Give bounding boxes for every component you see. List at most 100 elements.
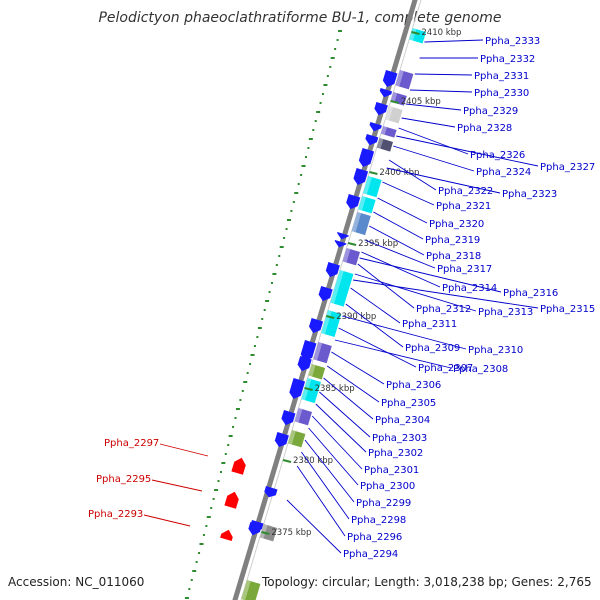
kbp-tick-label: 2385 kbp [315,384,355,394]
feature-block [308,364,326,380]
gene-label[interactable]: Ppha_2324 [476,167,531,178]
genome-backbone [232,0,422,600]
gene-label[interactable]: Ppha_2299 [356,498,411,509]
label-leader [151,479,203,492]
label-leader [388,159,437,191]
label-leader [350,287,401,324]
feature-block [351,212,371,236]
cds-arrow [309,318,324,334]
gc-mark [243,381,248,383]
gc-mark [184,597,189,599]
gc-mark [319,102,322,104]
cds-arrow [379,88,393,98]
gene-label[interactable]: Ppha_2301 [364,465,419,476]
gc-mark [316,111,321,113]
label-leader [319,391,371,438]
gene-label[interactable]: Ppha_2328 [457,123,512,134]
gene-label[interactable]: Ppha_2326 [470,150,525,161]
gene-label[interactable]: Ppha_2315 [540,304,595,315]
gc-mark [285,228,288,230]
gene-label[interactable]: Ppha_2300 [360,481,415,492]
gene-label[interactable]: Ppha_2310 [468,345,523,356]
gene-label[interactable]: Ppha_2296 [347,532,402,543]
gc-mark [338,30,342,32]
gc-mark [290,210,293,212]
gene-label[interactable]: Ppha_2322 [438,186,493,197]
gc-mark [279,246,284,248]
gene-label[interactable]: Ppha_2309 [405,343,460,354]
gc-mark [304,156,307,158]
gc-mark [326,75,329,77]
gc-mark [329,66,332,68]
gene-label[interactable]: Ppha_2333 [485,36,540,47]
gene-label[interactable]: Ppha_2311 [402,319,457,330]
cds-arrow [289,378,306,399]
gene-label[interactable]: Ppha_2302 [368,448,423,459]
gene-label[interactable]: Ppha_2297 [104,438,159,449]
gene-label[interactable]: Ppha_2304 [375,415,430,426]
gene-label[interactable]: Ppha_2313 [478,307,533,318]
minus-strand-feature [220,529,233,542]
gene-label[interactable]: Ppha_2305 [381,398,436,409]
gc-mark [312,129,315,131]
label-leader [401,117,456,128]
feature-block [287,430,306,448]
gene-label[interactable]: Ppha_2312 [416,304,471,315]
label-leaders [143,39,539,554]
gene-label[interactable]: Ppha_2331 [474,71,529,82]
gene-label[interactable]: Ppha_2306 [386,380,441,391]
gene-label[interactable]: Ppha_2314 [442,283,497,294]
label-leader [409,89,473,93]
label-leader [296,465,346,537]
gene-label[interactable]: Ppha_2316 [503,288,558,299]
gene-label[interactable]: Ppha_2327 [540,162,595,173]
gene-label[interactable]: Ppha_2298 [351,515,406,526]
gc-mark [323,84,328,86]
cds-arrow [264,486,278,498]
gc-mark [256,336,259,338]
feature-block [395,70,414,90]
cds-arrow [318,286,333,302]
gc-mark [336,39,339,41]
feature-block [294,408,313,426]
gc-mark [206,516,211,518]
gc-mark [300,174,303,176]
gc-mark [268,291,271,293]
kbp-tick-label: 2405 kbp [401,97,441,107]
gene-label[interactable]: Ppha_2307 [418,363,473,374]
gene-label[interactable]: Ppha_2321 [436,201,491,212]
gc-mark [278,255,281,257]
kbp-tick [347,242,357,246]
gene-label[interactable]: Ppha_2332 [480,54,535,65]
gene-label[interactable]: Ppha_2303 [372,433,427,444]
gene-label[interactable]: Ppha_2294 [343,549,398,560]
gc-mark [228,435,233,437]
cds-arrow [374,102,388,116]
gene-label[interactable]: Ppha_2330 [474,88,529,99]
gc-mark [214,489,219,491]
kbp-ticks: 2410 kbp 2405 kbp 2400 kbp 2395 kbp 2390 kbp… [261,28,461,538]
gc-mark [190,579,193,581]
cds-arrow [353,168,369,186]
label-leader [159,443,209,457]
gene-label[interactable]: Ppha_2320 [429,219,484,230]
gene-label[interactable]: Ppha_2329 [463,106,518,117]
label-leader [405,103,462,111]
gene-label[interactable]: Ppha_2293 [88,509,143,520]
gc-mark [257,327,262,329]
gene-label[interactable]: Ppha_2295 [96,474,151,485]
gc-mark [294,192,299,194]
cds-arrow [346,194,361,210]
gene-label[interactable]: Ppha_2323 [502,189,557,200]
label-leader [373,211,424,240]
kbp-tick-label: 2395 kbp [358,239,398,249]
gc-mark [192,570,197,572]
gene-label[interactable]: Ppha_2308 [453,364,508,375]
gene-label[interactable]: Ppha_2318 [426,251,481,262]
gene-label[interactable]: Ppha_2317 [437,264,492,275]
feature-block [385,106,403,124]
gc-content-track [184,30,342,599]
gc-mark [301,165,306,167]
gene-label[interactable]: Ppha_2319 [425,235,480,246]
cds-arrow [365,134,379,146]
